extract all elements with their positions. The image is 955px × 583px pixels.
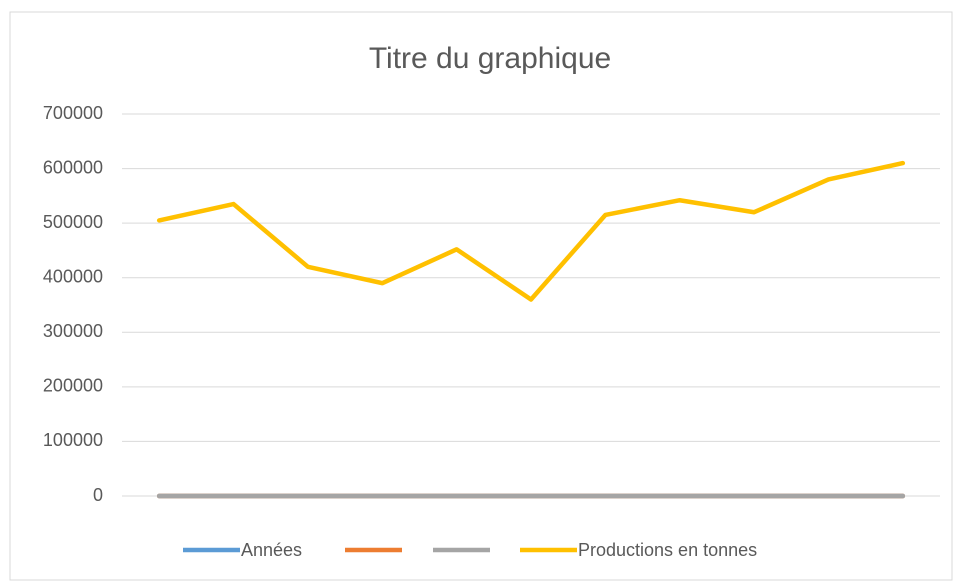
y-tick-label: 200000 xyxy=(43,376,103,396)
y-tick-label: 700000 xyxy=(43,103,103,123)
y-tick-label: 500000 xyxy=(43,212,103,232)
series-line xyxy=(156,160,906,302)
y-tick-label: 400000 xyxy=(43,266,103,286)
chart-border xyxy=(9,11,953,581)
y-tick-label: 0 xyxy=(93,485,103,505)
y-tick-label: 300000 xyxy=(43,321,103,341)
y-tick-label: 100000 xyxy=(43,430,103,450)
legend-label: Années xyxy=(241,540,302,560)
chart-title: Titre du graphique xyxy=(369,42,611,75)
legend-label: Productions en tonnes xyxy=(578,540,757,560)
y-tick-label: 600000 xyxy=(43,157,103,177)
